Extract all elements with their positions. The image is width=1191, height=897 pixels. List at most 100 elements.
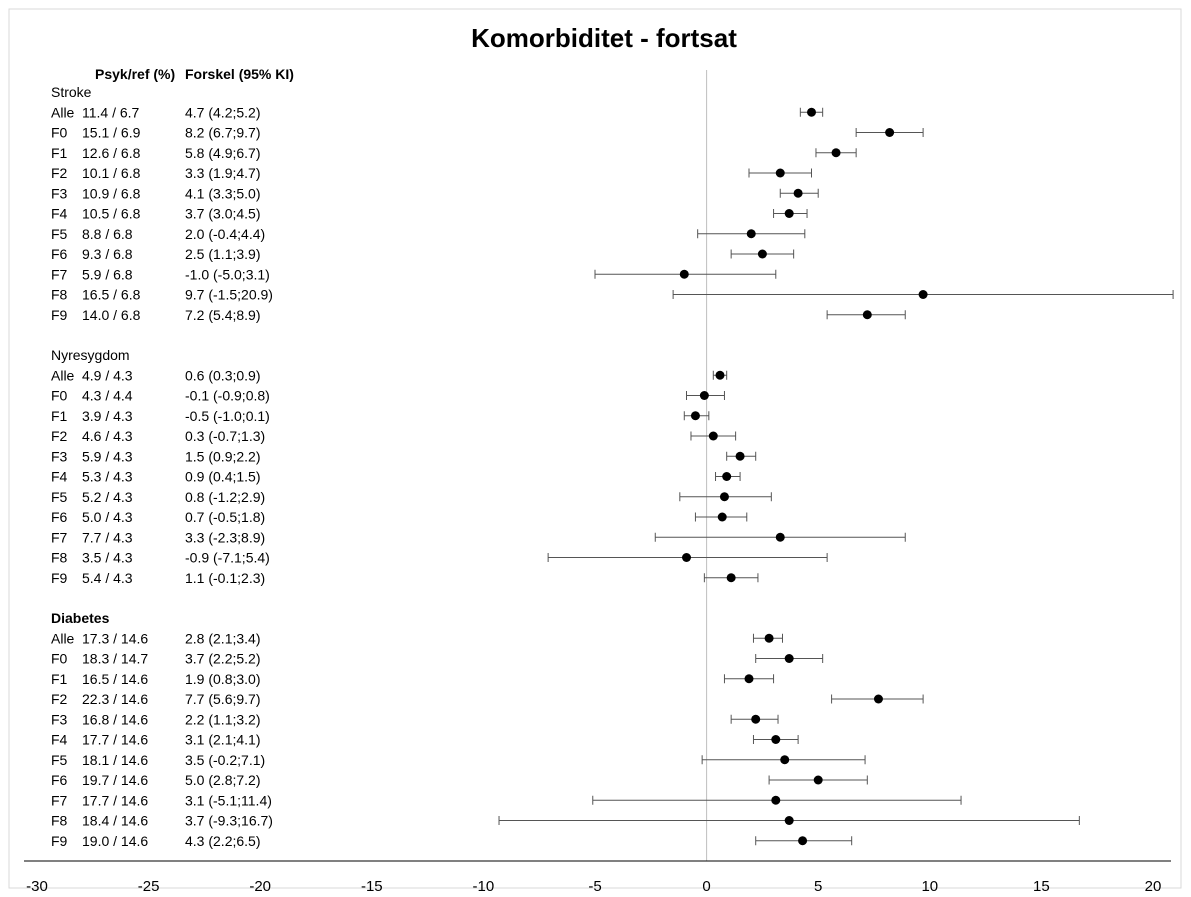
x-tick-label: -10 bbox=[473, 878, 495, 895]
row-ratio: 7.7 / 4.3 bbox=[82, 529, 133, 545]
row-label: Alle bbox=[51, 367, 75, 383]
row-ci-text: 0.3 (-0.7;1.3) bbox=[185, 428, 265, 444]
x-tick-label: -5 bbox=[588, 878, 601, 895]
row-ratio: 17.7 / 14.6 bbox=[82, 732, 148, 748]
row-ci-text: 0.7 (-0.5;1.8) bbox=[185, 509, 265, 525]
estimate-point bbox=[918, 290, 928, 299]
x-tick-label: -15 bbox=[361, 878, 383, 895]
row-ratio: 3.5 / 4.3 bbox=[82, 550, 133, 566]
row-ci-text: 3.3 (1.9;4.7) bbox=[185, 165, 261, 181]
row-label: F7 bbox=[51, 529, 68, 545]
row-ratio: 5.2 / 4.3 bbox=[82, 489, 133, 505]
row-label: F6 bbox=[51, 246, 68, 262]
estimate-point bbox=[775, 168, 785, 178]
row-ci-text: 4.3 (2.2;6.5) bbox=[185, 833, 261, 849]
row-label: F5 bbox=[51, 489, 68, 505]
row-ratio: 19.7 / 14.6 bbox=[82, 772, 148, 788]
row-ci-text: 5.0 (2.8;7.2) bbox=[185, 772, 261, 788]
estimate-point bbox=[719, 492, 729, 502]
row-ratio: 15.1 / 6.9 bbox=[82, 125, 141, 141]
estimate-point bbox=[780, 755, 790, 765]
row-label: F7 bbox=[51, 266, 68, 282]
row-ratio: 16.5 / 6.8 bbox=[82, 287, 141, 303]
row-ratio: 3.9 / 4.3 bbox=[82, 408, 133, 424]
column-header-difference: Forskel (95% KI) bbox=[185, 66, 294, 82]
estimate-point bbox=[873, 694, 883, 704]
x-tick-label: 5 bbox=[814, 878, 822, 895]
estimate-point bbox=[831, 148, 841, 158]
row-label: F8 bbox=[51, 813, 68, 829]
row-label: F0 bbox=[51, 125, 68, 141]
x-tick-label: 0 bbox=[702, 878, 710, 895]
x-tick-label: 10 bbox=[921, 878, 938, 895]
estimate-point bbox=[793, 188, 803, 198]
row-ci-text: 3.3 (-2.3;8.9) bbox=[185, 529, 265, 545]
row-ratio: 19.0 / 14.6 bbox=[82, 833, 148, 849]
x-axis: -30 -25 -20 -15 -10 -5 0 5 10 15 20 bbox=[24, 860, 1171, 895]
row-label: F5 bbox=[51, 226, 68, 242]
row-ratio: 22.3 / 14.6 bbox=[82, 691, 148, 707]
row-label: F6 bbox=[51, 772, 68, 788]
estimate-point bbox=[807, 107, 817, 117]
row-ci-text: -0.5 (-1.0;0.1) bbox=[185, 408, 270, 424]
row-ci-text: 3.1 (-5.1;11.4) bbox=[185, 792, 272, 808]
estimate-point bbox=[757, 249, 767, 259]
row-label: F8 bbox=[51, 287, 68, 303]
row-ci-text: 4.1 (3.3;5.0) bbox=[185, 185, 261, 201]
estimate-point bbox=[771, 735, 781, 744]
estimate-point bbox=[764, 633, 774, 643]
row-label: F6 bbox=[51, 509, 68, 525]
row-label: F7 bbox=[51, 792, 68, 808]
row-ratio: 5.4 / 4.3 bbox=[82, 570, 133, 586]
column-header-ratio: Psyk/ref (%) bbox=[95, 66, 175, 82]
row-label: F3 bbox=[51, 711, 68, 727]
row-ratio: 16.8 / 14.6 bbox=[82, 711, 148, 727]
row-ratio: 18.1 / 14.6 bbox=[82, 752, 148, 768]
row-ratio: 4.3 / 4.4 bbox=[82, 388, 133, 404]
row-ratio: 5.9 / 4.3 bbox=[82, 448, 133, 464]
row-ci-text: 3.7 (3.0;4.5) bbox=[185, 206, 261, 222]
row-ci-text: 5.8 (4.9;6.7) bbox=[185, 145, 261, 161]
row-ratio: 5.9 / 6.8 bbox=[82, 266, 133, 282]
estimate-point bbox=[722, 472, 732, 481]
row-ci-text: 2.2 (1.1;3.2) bbox=[185, 711, 261, 727]
group-label: Diabetes bbox=[51, 610, 110, 626]
row-ci-text: 1.9 (0.8;3.0) bbox=[185, 671, 261, 687]
row-label: F3 bbox=[51, 185, 68, 201]
row-label: F1 bbox=[51, 408, 68, 424]
row-ratio: 4.6 / 4.3 bbox=[82, 428, 133, 444]
forest-rows: Stroke Alle 11.4 / 6.7 4.7 (4.2;5.2) F0 15.1 … bbox=[51, 70, 1174, 861]
row-label: F1 bbox=[51, 671, 68, 687]
row-ci-text: 3.7 (-9.3;16.7) bbox=[185, 813, 273, 829]
row-ci-text: 8.2 (6.7;9.7) bbox=[185, 125, 261, 141]
row-ci-text: 3.7 (2.2;5.2) bbox=[185, 651, 261, 667]
row-ci-text: 2.0 (-0.4;4.4) bbox=[185, 226, 265, 242]
row-ci-text: -0.1 (-0.9;0.8) bbox=[185, 388, 270, 404]
estimate-point bbox=[784, 209, 794, 218]
row-ci-text: 7.2 (5.4;8.9) bbox=[185, 307, 261, 323]
x-tick-label: 20 bbox=[1145, 878, 1162, 895]
row-ratio: 10.1 / 6.8 bbox=[82, 165, 141, 181]
row-ci-text: 0.8 (-1.2;2.9) bbox=[185, 489, 265, 505]
estimate-point bbox=[862, 310, 872, 320]
row-label: F4 bbox=[51, 469, 68, 485]
group-label: Nyresygdom bbox=[51, 347, 130, 363]
estimate-point bbox=[679, 269, 689, 279]
estimate-point bbox=[771, 795, 781, 805]
estimate-point bbox=[746, 229, 756, 239]
row-label: F4 bbox=[51, 206, 68, 222]
row-ci-text: 1.1 (-0.1;2.3) bbox=[185, 570, 265, 586]
group-label: Stroke bbox=[51, 84, 92, 100]
row-ci-text: 7.7 (5.6;9.7) bbox=[185, 691, 261, 707]
row-ci-text: 0.9 (0.4;1.5) bbox=[185, 469, 261, 485]
row-label: F0 bbox=[51, 388, 68, 404]
row-ratio: 12.6 / 6.8 bbox=[82, 145, 141, 161]
estimate-point bbox=[715, 370, 725, 380]
row-ratio: 9.3 / 6.8 bbox=[82, 246, 133, 262]
row-ci-text: 2.8 (2.1;3.4) bbox=[185, 630, 261, 646]
estimate-point bbox=[813, 775, 823, 785]
estimate-point bbox=[699, 391, 709, 400]
row-ratio: 18.4 / 14.6 bbox=[82, 813, 148, 829]
estimate-point bbox=[708, 431, 718, 441]
